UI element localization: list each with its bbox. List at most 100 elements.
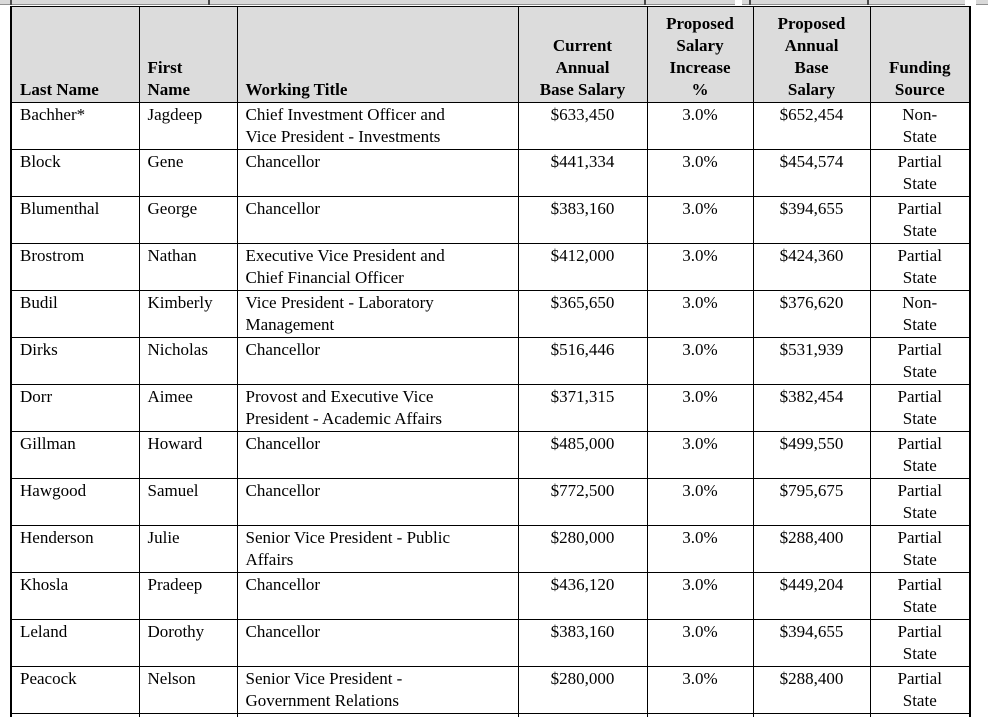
col-header-first-name: First Name xyxy=(138,6,238,103)
cell-increase-pct: 3.0% xyxy=(646,384,754,432)
cell-proposed-salary: $652,454 xyxy=(752,102,871,150)
cell-first-name: Dorothy xyxy=(138,619,238,667)
cell-proposed-salary: $424,360 xyxy=(752,243,871,291)
cell-working-title: Chancellor xyxy=(236,478,519,526)
cell-working-title: Chancellor xyxy=(236,431,519,479)
col-header-last-name: Last Name xyxy=(10,6,140,103)
cell-proposed-salary: $499,550 xyxy=(752,431,871,479)
table-row: Peacock Nelson Senior Vice President - G… xyxy=(10,666,971,714)
table-row: Brostrom Nathan Executive Vice President… xyxy=(10,243,971,291)
cell-funding-source: Partial State xyxy=(869,384,971,432)
cell-proposed-salary: $376,620 xyxy=(752,290,871,338)
cropped-row-border-tick xyxy=(867,0,869,5)
cell-last-name: Gillman xyxy=(10,431,140,479)
cell-current-salary: $441,334 xyxy=(517,149,648,197)
cropped-cell xyxy=(236,713,519,717)
cell-first-name: Samuel xyxy=(138,478,238,526)
cell-first-name: Gene xyxy=(138,149,238,197)
cell-first-name: George xyxy=(138,196,238,244)
cell-working-title: Chancellor xyxy=(236,619,519,667)
cell-working-title: Executive Vice President and Chief Finan… xyxy=(236,243,519,291)
cell-funding-source: Partial State xyxy=(869,243,971,291)
cell-increase-pct: 3.0% xyxy=(646,149,754,197)
cell-first-name: Howard xyxy=(138,431,238,479)
cell-working-title: Vice President - Laboratory Management xyxy=(236,290,519,338)
cell-last-name: Dorr xyxy=(10,384,140,432)
cell-last-name: Dirks xyxy=(10,337,140,385)
table-row: Dirks Nicholas Chancellor $516,446 3.0% … xyxy=(10,337,971,385)
cell-increase-pct: 3.0% xyxy=(646,478,754,526)
cell-last-name: Budil xyxy=(10,290,140,338)
cell-proposed-salary: $394,655 xyxy=(752,619,871,667)
cell-increase-pct: 3.0% xyxy=(646,431,754,479)
cell-first-name: Pradeep xyxy=(138,572,238,620)
cell-current-salary: $365,650 xyxy=(517,290,648,338)
cell-funding-source: Partial State xyxy=(869,149,971,197)
col-header-working-title: Working Title xyxy=(236,6,519,103)
cell-proposed-salary: $394,655 xyxy=(752,196,871,244)
cell-last-name: Khosla xyxy=(10,572,140,620)
cropped-cell xyxy=(10,713,140,717)
cell-funding-source: Partial State xyxy=(869,431,971,479)
cell-last-name: Bachher* xyxy=(10,102,140,150)
cropped-row-border-tick xyxy=(10,0,12,5)
cell-first-name: Julie xyxy=(138,525,238,573)
cell-current-salary: $280,000 xyxy=(517,525,648,573)
cell-increase-pct: 3.0% xyxy=(646,619,754,667)
cropped-row-gap xyxy=(735,0,742,6)
cell-current-salary: $280,000 xyxy=(517,666,648,714)
cell-current-salary: $383,160 xyxy=(517,619,648,667)
cell-working-title: Chief Investment Officer and Vice Presid… xyxy=(236,102,519,150)
table-row: Dorr Aimee Provost and Executive Vice Pr… xyxy=(10,384,971,432)
cell-funding-source: Partial State xyxy=(869,525,971,573)
cropped-cell xyxy=(752,713,871,717)
cropped-row-border-tick xyxy=(208,0,210,5)
cropped-row-border-tick xyxy=(749,0,751,5)
cell-current-salary: $516,446 xyxy=(517,337,648,385)
cell-last-name: Blumenthal xyxy=(10,196,140,244)
cropped-partial-row xyxy=(10,713,971,717)
table-row: Budil Kimberly Vice President - Laborato… xyxy=(10,290,971,338)
cell-working-title: Chancellor xyxy=(236,337,519,385)
cell-increase-pct: 3.0% xyxy=(646,196,754,244)
cell-proposed-salary: $531,939 xyxy=(752,337,871,385)
cell-proposed-salary: $288,400 xyxy=(752,666,871,714)
cell-first-name: Nathan xyxy=(138,243,238,291)
table-row: Henderson Julie Senior Vice President - … xyxy=(10,525,971,573)
cell-increase-pct: 3.0% xyxy=(646,525,754,573)
cell-working-title: Senior Vice President - Public Affairs xyxy=(236,525,519,573)
table-row: Leland Dorothy Chancellor $383,160 3.0% … xyxy=(10,619,971,667)
cell-current-salary: $436,120 xyxy=(517,572,648,620)
cell-last-name: Hawgood xyxy=(10,478,140,526)
cell-first-name: Aimee xyxy=(138,384,238,432)
cropped-cell xyxy=(646,713,754,717)
cell-funding-source: Partial State xyxy=(869,337,971,385)
cell-first-name: Jagdeep xyxy=(138,102,238,150)
cropped-row-above xyxy=(0,0,988,6)
table-row: Khosla Pradeep Chancellor $436,120 3.0% … xyxy=(10,572,971,620)
table-row: Block Gene Chancellor $441,334 3.0% $454… xyxy=(10,149,971,197)
cell-working-title: Chancellor xyxy=(236,196,519,244)
cell-current-salary: $772,500 xyxy=(517,478,648,526)
cell-funding-source: Non- State xyxy=(869,290,971,338)
cell-current-salary: $633,450 xyxy=(517,102,648,150)
cropped-row-border-tick xyxy=(644,0,646,5)
col-header-current-salary: Current Annual Base Salary xyxy=(517,6,648,103)
cell-funding-source: Non- State xyxy=(869,102,971,150)
salary-table: Last Name First Name Working Title Curre… xyxy=(10,6,971,717)
cell-increase-pct: 3.0% xyxy=(646,102,754,150)
cell-last-name: Leland xyxy=(10,619,140,667)
cell-last-name: Henderson xyxy=(10,525,140,573)
cell-proposed-salary: $382,454 xyxy=(752,384,871,432)
cell-working-title: Senior Vice President - Government Relat… xyxy=(236,666,519,714)
cell-current-salary: $383,160 xyxy=(517,196,648,244)
cell-proposed-salary: $288,400 xyxy=(752,525,871,573)
col-header-proposed-salary: Proposed Annual Base Salary xyxy=(752,6,871,103)
cell-working-title: Provost and Executive Vice President - A… xyxy=(236,384,519,432)
salary-table-body: Bachher* Jagdeep Chief Investment Office… xyxy=(10,102,971,714)
cropped-cell xyxy=(517,713,648,717)
cell-first-name: Nelson xyxy=(138,666,238,714)
cell-last-name: Block xyxy=(10,149,140,197)
cell-increase-pct: 3.0% xyxy=(646,572,754,620)
